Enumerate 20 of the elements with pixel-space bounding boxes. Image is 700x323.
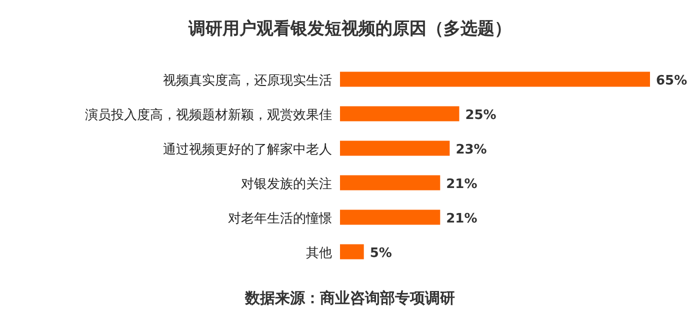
- y-tick-label: 视频真实度高，还原现实生活: [163, 72, 332, 88]
- data-label: 65%: [656, 73, 688, 88]
- bar: [340, 210, 440, 225]
- bar: [340, 106, 460, 122]
- data-label: 5%: [370, 246, 392, 261]
- y-tick-label: 其他: [306, 246, 332, 261]
- y-tick-label: 对银发族的关注: [241, 176, 332, 192]
- bar: [340, 244, 364, 260]
- y-tick-label: 通过视频更好的了解家中老人: [163, 141, 332, 158]
- data-label: 23%: [456, 142, 487, 158]
- bar: [340, 72, 650, 87]
- data-label: 21%: [446, 211, 478, 226]
- chart-title: 调研用户观看银发短视频的原因（多选题）: [188, 19, 512, 39]
- y-tick-label: 演员投入度高，视频题材新颖，观赏效果佳: [85, 106, 332, 123]
- bar: [340, 140, 450, 156]
- source-note: 数据来源：商业咨询部专项调研: [244, 289, 455, 307]
- data-label: 21%: [446, 176, 478, 192]
- bar: [340, 175, 440, 190]
- y-tick-label: 对老年生活的憧憬: [228, 211, 332, 226]
- data-label: 25%: [465, 108, 496, 123]
